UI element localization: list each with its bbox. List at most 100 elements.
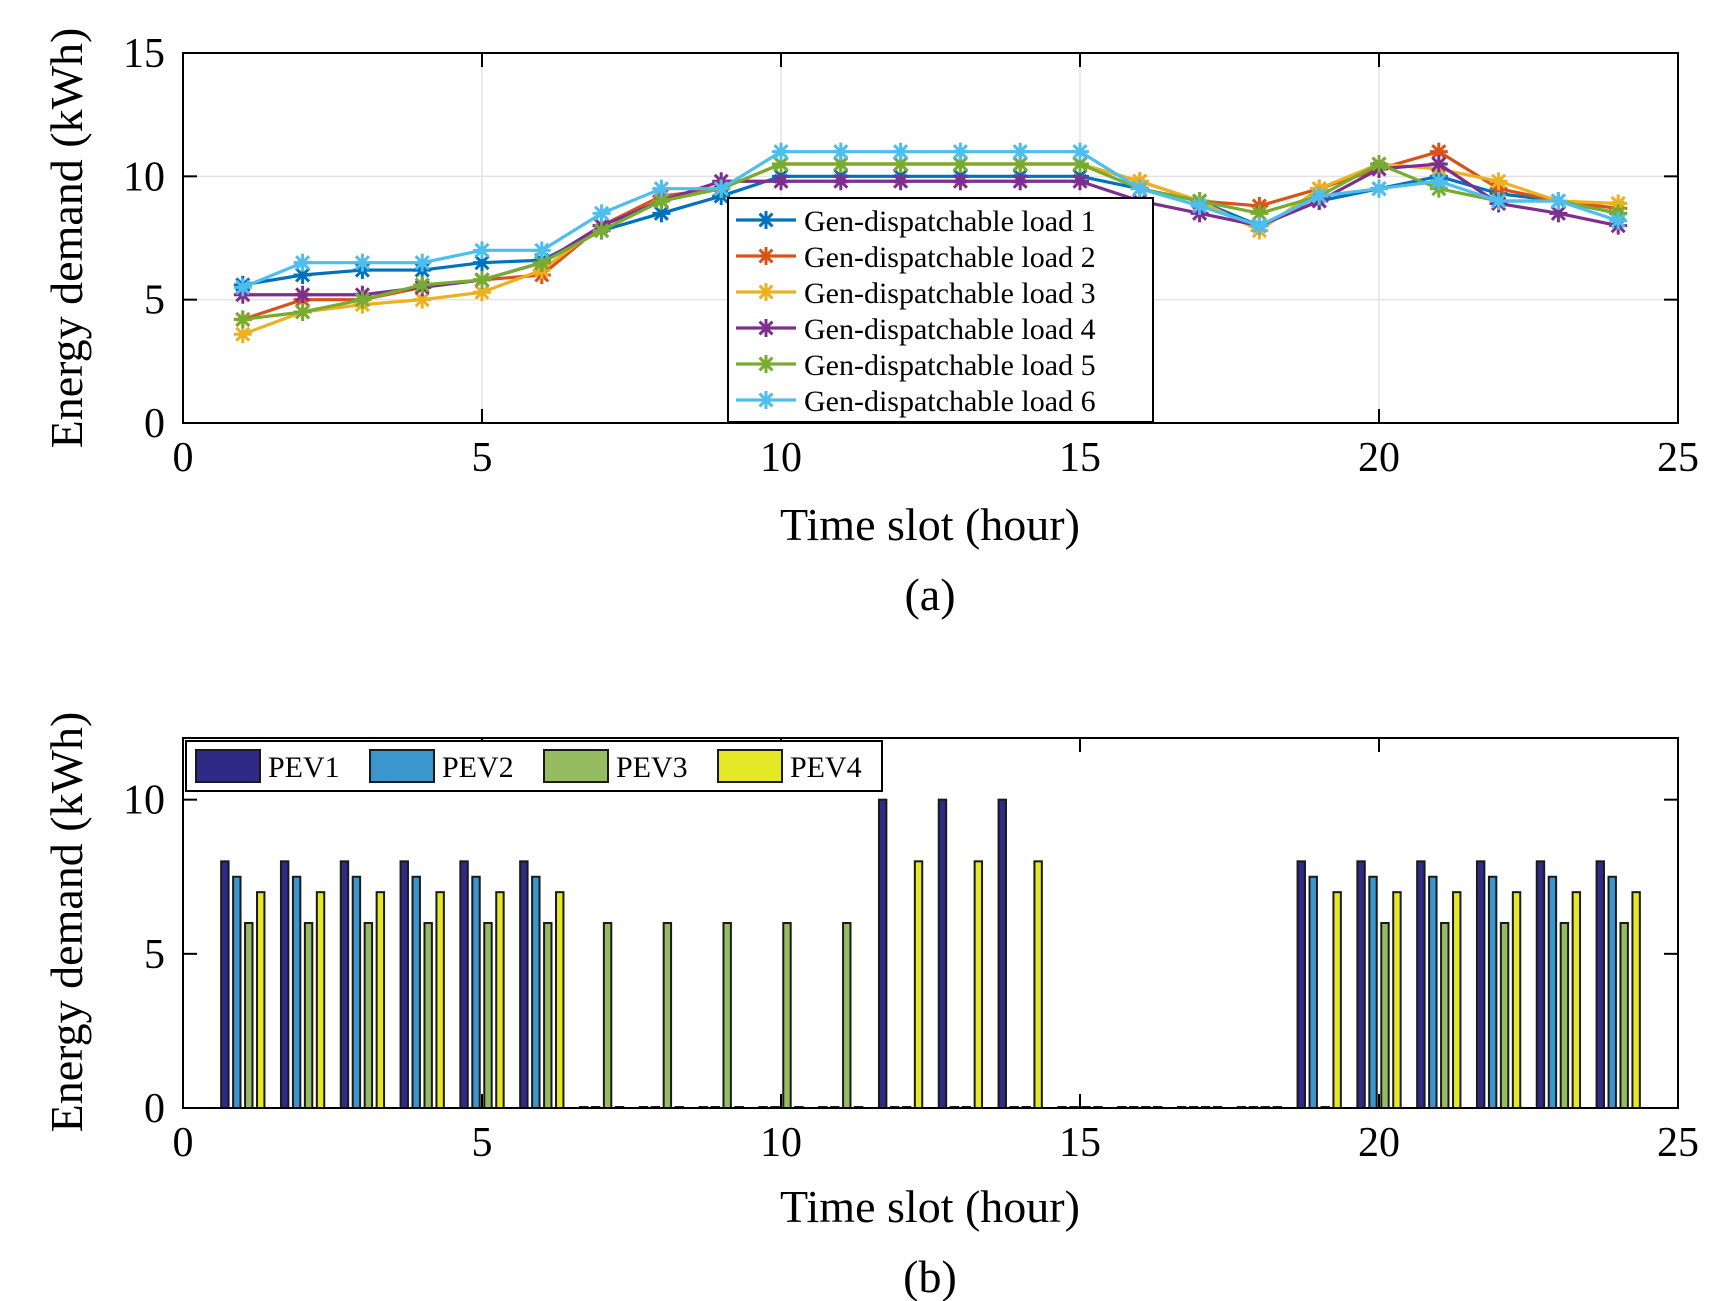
series-gen-dispatchable-load-6-point	[1250, 216, 1269, 235]
panel-a-y-tick-label: 5	[144, 278, 165, 324]
series-pev1-bar	[997, 798, 1007, 1110]
series-gen-dispatchable-load-6-point-stroke	[414, 255, 430, 271]
legend-label: Gen-dispatchable load 6	[804, 385, 1096, 418]
panel-b-axes-box	[182, 737, 1679, 1109]
series-gen-dispatchable-load-4-point-stroke	[833, 173, 849, 189]
series-pev4-bar	[1571, 891, 1582, 1110]
legend-swatch-marker-stroke	[758, 392, 774, 408]
series-gen-dispatchable-load-6-point	[1429, 172, 1448, 191]
series-gen-dispatchable-load-6-point	[951, 142, 970, 161]
series-pev1-bar	[1356, 860, 1366, 1109]
panel-b-ticks: 0 5 10 15 20 25 0 5 10	[123, 738, 1699, 1166]
panel-a-x-tick-label: 10	[760, 435, 802, 481]
series-gen-dispatchable-load-5-point-stroke	[1012, 156, 1028, 172]
series-gen-dispatchable-load-6-point-stroke	[1251, 218, 1267, 234]
legend-swatch	[195, 749, 261, 783]
panel-a-x-axis-label: Time slot (hour)	[780, 499, 1080, 550]
series-gen-dispatchable-load-4-point	[891, 172, 910, 191]
series-pev3	[244, 922, 1629, 1109]
series-gen-dispatchable-load-5-point	[233, 310, 252, 329]
series-pev4-bar	[973, 860, 984, 1109]
series-gen-dispatchable-load-5-point-stroke	[474, 272, 490, 288]
series-pev3-bar	[842, 922, 852, 1109]
series-pev2-bar	[471, 875, 481, 1109]
series-pev4-bar	[315, 891, 326, 1110]
panel-b-x-tick-label: 25	[1657, 1120, 1699, 1166]
series-gen-dispatchable-load-6-point	[891, 142, 910, 161]
series-pev2-bar	[531, 875, 541, 1109]
legend-swatch-marker	[757, 355, 775, 373]
series-pev1-bar	[279, 860, 290, 1109]
series-gen-dispatchable-load-4-point	[772, 172, 790, 191]
series-pev2-bar	[1607, 875, 1617, 1109]
series-pev2-bar	[1308, 875, 1318, 1109]
legend-entry-gen-dispatchable-load-2: Gen-dispatchable load 2	[736, 241, 1096, 274]
series-pev2-bar	[1487, 875, 1498, 1109]
series-pev3-bar	[244, 922, 254, 1109]
series-pev4-bar	[1631, 891, 1641, 1110]
series-pev4-bar	[1332, 891, 1342, 1110]
legend-swatch	[543, 749, 609, 783]
series-gen-dispatchable-load-6-point-stroke	[594, 205, 610, 221]
series-pev3-bar	[602, 922, 613, 1109]
series-gen-dispatchable-load-5-point-stroke	[952, 156, 968, 172]
series-gen-dispatchable-load-6-line	[242, 150, 1619, 289]
legend-swatch	[717, 749, 783, 783]
panel-b-y-axis-label: Energy demand (kWh)	[41, 712, 92, 1133]
series-gen-dispatchable-load-4-point-stroke	[1072, 173, 1088, 189]
series-gen-dispatchable-load-2-point	[1429, 142, 1448, 161]
series-gen-dispatchable-load-6-point	[473, 241, 491, 260]
legend-entry-pev3: PEV3	[543, 749, 688, 784]
series-pev3-bar	[1440, 922, 1450, 1109]
series-gen-dispatchable-load-5-point-stroke	[893, 156, 909, 172]
series-gen-dispatchable-load-3-point-stroke	[414, 292, 430, 308]
legend-swatch-marker	[757, 283, 775, 301]
panel-a-legend: Gen-dispatchable load 1Gen-dispatchable …	[727, 197, 1154, 423]
panel-a-x-tick-label: 5	[472, 435, 493, 481]
series-pev1-bar	[399, 860, 409, 1109]
series-gen-dispatchable-load-5-point-stroke	[534, 255, 550, 271]
series-pev1-bar	[220, 860, 230, 1109]
panel-a-caption: (a)	[904, 569, 955, 620]
legend-swatch-marker	[757, 391, 775, 409]
series-gen-dispatchable-load-6-point	[1310, 187, 1329, 206]
series-gen-dispatchable-load-6-point	[592, 204, 611, 223]
series-gen-dispatchable-load-6-point-stroke	[534, 242, 550, 258]
series-gen-dispatchable-load-2-point-stroke	[1431, 144, 1447, 160]
series-gen-dispatchable-load-6-point	[1609, 211, 1628, 230]
series-gen-dispatchable-load-4-point	[293, 285, 312, 304]
legend-entry-gen-dispatchable-load-5: Gen-dispatchable load 5	[736, 349, 1096, 382]
panel-b-x-tick-label: 5	[472, 1120, 493, 1166]
series-gen-dispatchable-load-4-point	[951, 172, 970, 191]
series-pev2-bar	[351, 875, 362, 1109]
series-gen-dispatchable-load-5-point	[293, 303, 312, 321]
series-gen-dispatchable-load-4-point-stroke	[952, 173, 968, 189]
series-gen-dispatchable-load-5-point	[1011, 155, 1030, 173]
series-gen-dispatchable-load-4-point-stroke	[1431, 156, 1447, 172]
series-gen-dispatchable-load-6-point	[712, 179, 731, 198]
series-gen-dispatchable-load-6-point-stroke	[474, 242, 490, 258]
panel-a-line-chart: 0 5 10 15 20 25 0 5 10 15 Time slot (hour) Energy…	[41, 28, 1699, 620]
panel-b-x-axis-label: Time slot (hour)	[780, 1181, 1080, 1232]
series-gen-dispatchable-load-5-point-stroke	[414, 277, 430, 293]
series-gen-dispatchable-load-1-point-stroke	[474, 255, 490, 271]
series-pev4-bar	[1452, 891, 1462, 1110]
panel-b-y-tick-label: 0	[144, 1086, 165, 1132]
panel-a-ticks: 0 5 10 15 20 25 0 5 10 15	[123, 31, 1699, 481]
series-pev1-bar	[1416, 860, 1426, 1109]
series-pev3-bar	[483, 922, 493, 1109]
legend-label: Gen-dispatchable load 3	[804, 277, 1096, 310]
legend-label: PEV1	[268, 751, 340, 784]
series-gen-dispatchable-load-6-point-stroke	[1431, 173, 1447, 189]
legend-swatch-marker	[757, 211, 775, 229]
panel-b-x-tick-label: 15	[1059, 1120, 1101, 1166]
legend-label: PEV2	[442, 751, 514, 784]
series-gen-dispatchable-load-5-point-stroke	[653, 193, 669, 209]
series-gen-dispatchable-load-5-point-stroke	[594, 223, 610, 239]
series-pev3-bar	[1619, 922, 1629, 1109]
panel-a-y-tick-label: 0	[144, 401, 165, 447]
series-gen-dispatchable-load-6-point	[772, 142, 790, 161]
series-gen-dispatchable-load-6-point	[353, 253, 372, 272]
series-pev3-bar	[662, 922, 673, 1109]
series-gen-dispatchable-load-6-point	[532, 241, 551, 260]
